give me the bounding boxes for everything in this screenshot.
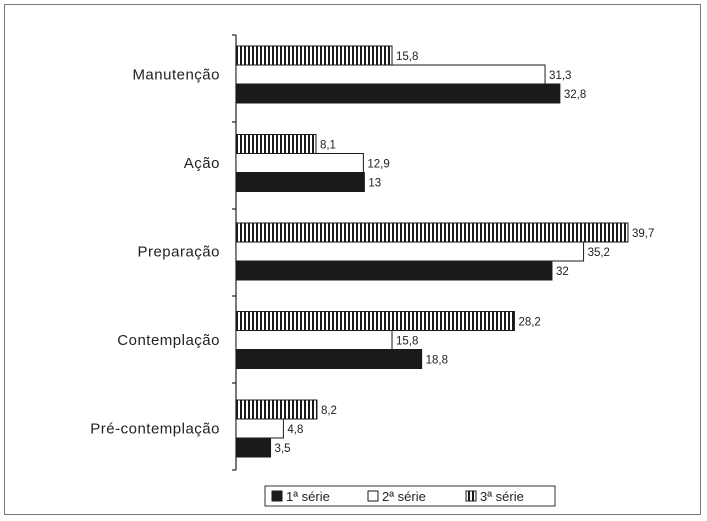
bar — [236, 242, 584, 261]
legend-label: 3ª série — [480, 489, 524, 504]
data-label: 18,8 — [426, 355, 448, 367]
data-label: 28,2 — [518, 317, 540, 329]
category-label: Contemplação — [117, 332, 220, 349]
bar — [236, 135, 316, 154]
category-label: Manutenção — [132, 67, 220, 84]
bar — [236, 173, 364, 192]
data-label: 39,7 — [632, 228, 654, 240]
data-label: 8,1 — [320, 140, 336, 152]
data-label: 3,5 — [275, 443, 291, 455]
bar — [236, 419, 283, 438]
category-label: Pré-contemplação — [90, 421, 220, 438]
data-label: 13 — [368, 178, 381, 190]
legend-swatch — [466, 491, 476, 501]
bar — [236, 154, 363, 173]
bar — [236, 350, 422, 369]
data-label: 15,8 — [396, 51, 418, 63]
bar — [236, 65, 545, 84]
legend-label: 1ª série — [286, 489, 330, 504]
bar — [236, 438, 271, 457]
legend: 1ª série 2ª série 3ª série — [265, 486, 555, 506]
bar — [236, 223, 628, 242]
data-label: 31,3 — [549, 70, 571, 82]
data-label: 4,8 — [287, 424, 303, 436]
bar — [236, 84, 560, 103]
category-label: Ação — [184, 155, 220, 172]
data-label: 32 — [556, 266, 569, 278]
bar — [236, 312, 514, 331]
bar — [236, 46, 392, 65]
category-label: Preparação — [137, 244, 220, 261]
data-label: 35,2 — [588, 247, 610, 259]
data-label: 32,8 — [564, 89, 586, 101]
bar — [236, 400, 317, 419]
legend-swatch — [368, 491, 378, 501]
legend-swatch — [272, 491, 282, 501]
data-label: 12,9 — [367, 159, 389, 171]
data-label: 15,8 — [396, 336, 418, 348]
bar — [236, 261, 552, 280]
data-label: 8,2 — [321, 405, 337, 417]
legend-label: 2ª série — [382, 489, 426, 504]
bar — [236, 331, 392, 350]
